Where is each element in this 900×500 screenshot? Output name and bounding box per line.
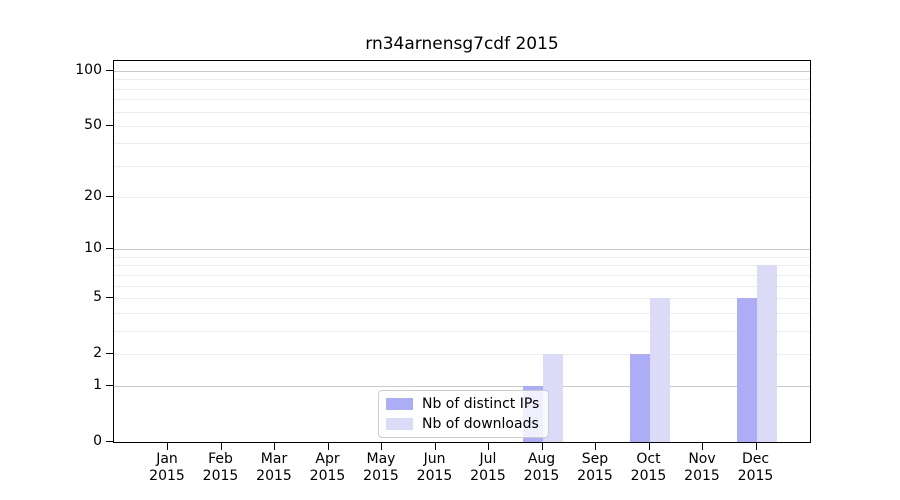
y-gridline-minor	[114, 297, 810, 299]
x-tick-label: Jul 2015	[460, 451, 516, 484]
x-tick-year: 2015	[256, 467, 292, 484]
x-tick-mark	[702, 443, 704, 450]
y-tick-label: 1	[93, 377, 102, 394]
y-tick-mark	[106, 124, 113, 127]
legend-label-distinct-ips: Nb of distinct IPs	[422, 396, 540, 412]
y-gridline-minor	[114, 79, 810, 81]
y-tick-mark	[106, 248, 113, 250]
x-tick-month: Oct	[636, 451, 661, 467]
x-tick-label: Jan 2015	[139, 451, 195, 484]
x-tick-month: Apr	[315, 451, 340, 467]
y-gridline-minor	[114, 312, 810, 314]
y-gridline-minor	[114, 274, 810, 276]
x-tick-mark	[595, 443, 597, 450]
y-tick-label: 2	[93, 344, 102, 361]
x-tick-month: Aug	[527, 451, 556, 467]
plot-area	[113, 60, 811, 443]
x-tick-mark	[381, 443, 383, 450]
x-tick-year: 2015	[470, 467, 506, 484]
x-tick-month: May	[366, 451, 396, 467]
x-tick-year: 2015	[416, 467, 453, 484]
bar-downloads	[756, 265, 777, 442]
x-tick-mark	[274, 443, 276, 450]
y-gridline-minor	[114, 88, 810, 90]
x-tick-month: Sep	[581, 451, 609, 467]
y-tick-mark	[106, 296, 113, 299]
y-gridline-minor	[114, 256, 810, 258]
x-tick-month: Feb	[208, 451, 233, 467]
x-tick-year: 2015	[202, 467, 239, 484]
bar-distinct-ips	[629, 353, 650, 442]
x-tick-label: Aug 2015	[514, 451, 570, 484]
x-tick-month: Jun	[423, 451, 446, 467]
x-tick-year: 2015	[630, 467, 667, 484]
y-gridline-major	[114, 386, 810, 388]
chart-title: rn34arnensg7cdf 2015	[365, 34, 559, 54]
y-tick-label: 10	[84, 240, 102, 257]
bar-downloads	[649, 297, 670, 442]
y-tick-label: 0	[93, 433, 102, 449]
x-tick-year: 2015	[577, 467, 613, 484]
x-tick-mark	[327, 443, 329, 450]
x-tick-label: Nov 2015	[674, 451, 730, 484]
x-tick-mark	[648, 443, 650, 450]
y-tick-label: 20	[84, 188, 102, 205]
x-tick-mark	[755, 443, 757, 450]
x-tick-mark	[167, 443, 169, 450]
legend-swatch-downloads-icon	[386, 418, 413, 430]
x-tick-label: May 2015	[353, 451, 409, 484]
legend-label-downloads: Nb of downloads	[422, 416, 539, 432]
x-tick-mark	[434, 443, 436, 450]
y-tick-mark	[106, 441, 113, 443]
x-tick-mark	[220, 443, 222, 450]
x-tick-mark	[488, 443, 490, 450]
y-tick-label: 5	[93, 288, 102, 305]
y-gridline-minor	[114, 165, 810, 167]
y-gridline-minor	[114, 125, 810, 127]
y-gridline-major	[114, 249, 810, 251]
x-tick-month: Jan	[156, 451, 178, 467]
x-tick-year: 2015	[149, 467, 185, 484]
x-tick-month: Jul	[479, 451, 497, 467]
x-tick-year: 2015	[309, 467, 346, 484]
x-tick-mark	[541, 443, 543, 450]
y-gridline-minor	[114, 353, 810, 355]
legend-swatch-distinct-ips-icon	[386, 398, 413, 410]
y-gridline-minor	[114, 143, 810, 145]
y-tick-label: 50	[84, 116, 102, 133]
y-gridline-minor	[114, 111, 810, 113]
y-tick-mark	[106, 196, 113, 198]
y-tick-label: 100	[75, 62, 102, 78]
x-tick-label: Apr 2015	[300, 451, 356, 484]
x-tick-year: 2015	[684, 467, 720, 484]
legend: Nb of distinct IPs Nb of downloads	[378, 390, 550, 438]
bar-distinct-ips	[736, 297, 757, 442]
y-gridline-minor	[114, 99, 810, 101]
x-tick-year: 2015	[363, 467, 399, 484]
legend-row-distinct-ips: Nb of distinct IPs	[386, 396, 539, 412]
x-tick-label: Sep 2015	[567, 451, 623, 484]
y-tick-mark	[106, 385, 113, 387]
legend-row-downloads: Nb of downloads	[386, 416, 539, 432]
x-tick-label: Feb 2015	[193, 451, 249, 484]
y-gridline-minor	[114, 265, 810, 267]
y-gridline-minor	[114, 330, 810, 332]
x-tick-year: 2015	[523, 467, 560, 484]
y-gridline-minor	[114, 285, 810, 287]
y-tick-mark	[106, 70, 113, 72]
y-gridline-major	[114, 71, 810, 72]
y-gridline-minor	[114, 197, 810, 199]
x-tick-year: 2015	[737, 467, 774, 484]
x-tick-label: Mar 2015	[246, 451, 302, 484]
x-tick-month: Nov	[688, 451, 716, 467]
x-tick-month: Dec	[741, 451, 770, 467]
x-tick-label: Oct 2015	[621, 451, 677, 484]
x-tick-month: Mar	[260, 451, 288, 467]
y-tick-mark	[106, 352, 113, 354]
x-tick-label: Jun 2015	[407, 451, 463, 484]
x-tick-label: Dec 2015	[728, 451, 784, 484]
